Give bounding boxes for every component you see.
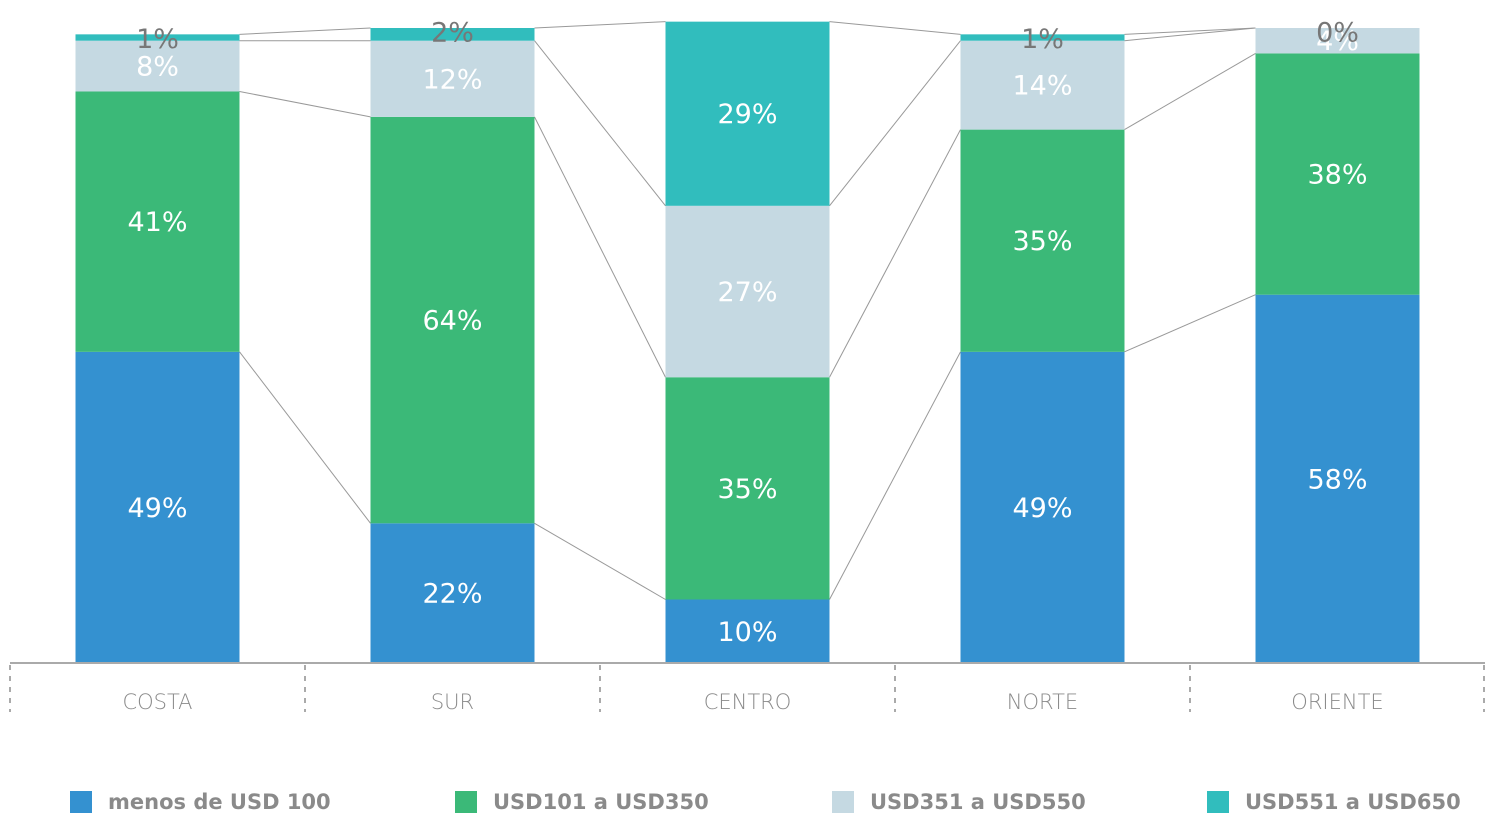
bar-segment xyxy=(75,40,240,92)
connector-line xyxy=(829,351,961,600)
legend-swatch xyxy=(455,791,477,813)
connector-line xyxy=(239,91,371,118)
bar-segment xyxy=(75,91,240,352)
connector-line xyxy=(1124,294,1256,353)
data-label: 14% xyxy=(1012,71,1072,102)
connector-line xyxy=(1124,52,1256,131)
bar-segment xyxy=(665,377,830,600)
data-label: 49% xyxy=(127,493,187,524)
data-label: 49% xyxy=(1012,493,1072,524)
data-label: 27% xyxy=(717,277,777,308)
x-tick-label: COSTA xyxy=(122,690,192,714)
data-label: 1% xyxy=(1021,24,1064,55)
bar-segment xyxy=(1255,28,1420,54)
bar-segment xyxy=(960,34,1125,41)
connector-line xyxy=(829,21,961,35)
legend-swatch xyxy=(832,791,854,813)
data-label: 22% xyxy=(422,579,482,610)
connector-line xyxy=(534,40,666,207)
bar-segment xyxy=(1255,53,1420,295)
legend-label: menos de USD 100 xyxy=(108,790,331,814)
connector-line xyxy=(534,116,666,378)
x-tick-label: NORTE xyxy=(1007,690,1078,714)
data-label: 12% xyxy=(422,64,482,95)
data-label: 2% xyxy=(431,18,474,49)
connector-line xyxy=(534,522,666,600)
bar-segment xyxy=(370,116,535,524)
data-label: 8% xyxy=(136,52,179,83)
legend-label: USD551 a USD650 xyxy=(1245,790,1461,814)
legend-label: USD101 a USD350 xyxy=(493,790,709,814)
connector-line xyxy=(829,40,961,207)
bar-segment xyxy=(960,40,1125,130)
bar-segment xyxy=(370,40,535,117)
data-label: 64% xyxy=(422,306,482,337)
x-tick-label: SUR xyxy=(431,690,474,714)
data-label: 35% xyxy=(717,474,777,505)
bar-segment xyxy=(370,523,535,663)
bar-segment xyxy=(960,129,1125,352)
connector-line xyxy=(1124,27,1256,35)
bar-segment xyxy=(665,205,830,378)
bar-segment xyxy=(75,34,240,41)
connector-line xyxy=(239,351,371,524)
legend-swatch xyxy=(1207,791,1229,813)
bar-segment xyxy=(75,351,240,663)
connector-line xyxy=(239,27,371,35)
connector-line xyxy=(534,21,666,29)
connector-line xyxy=(829,129,961,378)
legend-label: USD351 a USD550 xyxy=(870,790,1086,814)
data-label: 10% xyxy=(717,617,777,648)
data-label: 1% xyxy=(136,24,179,55)
legend-swatch xyxy=(70,791,92,813)
bar-segment xyxy=(1255,294,1420,663)
data-label: 58% xyxy=(1307,464,1367,495)
data-label: 41% xyxy=(127,207,187,238)
data-label: 38% xyxy=(1307,160,1367,191)
bar-segment xyxy=(960,351,1125,663)
bar-segment xyxy=(370,28,535,41)
bar-segment xyxy=(665,599,830,663)
data-label: 29% xyxy=(717,99,777,130)
data-label: 4% xyxy=(1316,26,1359,57)
data-label: 35% xyxy=(1012,226,1072,257)
bar-segment xyxy=(665,21,830,206)
x-tick-label: CENTRO xyxy=(704,690,792,714)
x-tick-label: ORIENTE xyxy=(1291,690,1383,714)
connector-line xyxy=(1124,27,1256,42)
data-label: 0% xyxy=(1316,18,1359,49)
